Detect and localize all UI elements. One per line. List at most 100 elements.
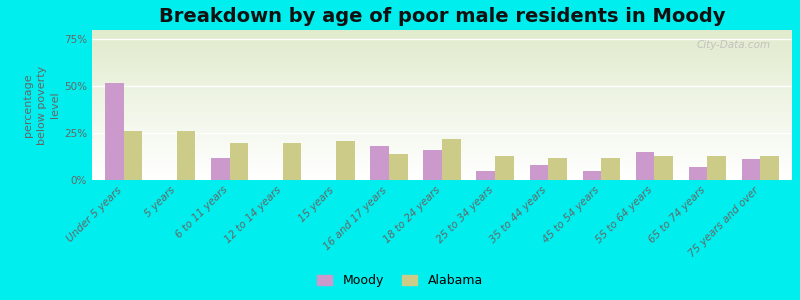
Bar [477, 171, 495, 180]
Bar [92, 179, 792, 180]
Bar [92, 99, 792, 100]
Bar [92, 141, 792, 142]
Bar [92, 172, 792, 173]
Bar [92, 125, 792, 126]
Bar [124, 131, 142, 180]
Bar [92, 127, 792, 128]
Bar [92, 68, 792, 69]
Bar [92, 86, 792, 87]
Bar [92, 36, 792, 37]
Bar [92, 61, 792, 62]
Bar [635, 152, 654, 180]
Bar [92, 78, 792, 79]
Bar [92, 151, 792, 152]
Bar [92, 107, 792, 108]
Bar [92, 169, 792, 170]
Bar [760, 156, 778, 180]
Bar [92, 156, 792, 157]
Bar [689, 167, 707, 180]
Bar [92, 146, 792, 147]
Bar [92, 104, 792, 105]
Bar [92, 154, 792, 155]
Bar [92, 101, 792, 102]
Bar [92, 73, 792, 74]
Bar [92, 79, 792, 80]
Bar [92, 66, 792, 67]
Title: Breakdown by age of poor male residents in Moody: Breakdown by age of poor male residents … [158, 7, 726, 26]
Bar [92, 76, 792, 77]
Bar [92, 131, 792, 132]
Bar [92, 95, 792, 96]
Bar [442, 139, 461, 180]
Bar [582, 171, 601, 180]
Bar [92, 42, 792, 43]
Bar [92, 53, 792, 54]
Bar [92, 144, 792, 145]
Bar [92, 111, 792, 112]
Bar [92, 62, 792, 63]
Bar [92, 126, 792, 127]
Bar [92, 148, 792, 149]
Bar [92, 40, 792, 41]
Bar [92, 102, 792, 103]
Bar [92, 96, 792, 97]
Bar [92, 94, 792, 95]
Bar [336, 141, 354, 180]
Bar [92, 136, 792, 137]
Bar [92, 30, 792, 31]
Bar [92, 50, 792, 51]
Bar [92, 130, 792, 131]
Bar [92, 128, 792, 129]
Bar [92, 98, 792, 99]
Bar [92, 67, 792, 68]
Bar [92, 114, 792, 115]
Bar [92, 35, 792, 36]
Bar [92, 97, 792, 98]
Bar [92, 152, 792, 153]
Bar [92, 118, 792, 119]
Bar [92, 117, 792, 118]
Bar [92, 167, 792, 168]
Bar [92, 109, 792, 110]
Bar [92, 89, 792, 90]
Bar [92, 87, 792, 88]
Bar [92, 74, 792, 75]
Bar [92, 170, 792, 171]
Bar [92, 158, 792, 159]
Bar [92, 147, 792, 148]
Bar [92, 39, 792, 40]
Bar [92, 145, 792, 146]
Bar [92, 64, 792, 65]
Bar [92, 75, 792, 76]
Bar [370, 146, 389, 180]
Bar [495, 156, 514, 180]
Bar [92, 60, 792, 61]
Bar [92, 59, 792, 60]
Bar [92, 112, 792, 113]
Bar [92, 45, 792, 46]
Bar [92, 115, 792, 116]
Bar [92, 103, 792, 104]
Bar [92, 48, 792, 49]
Bar [92, 175, 792, 176]
Bar [92, 164, 792, 165]
Legend: Moody, Alabama: Moody, Alabama [312, 269, 488, 292]
Bar [92, 38, 792, 39]
Text: City-Data.com: City-Data.com [697, 40, 771, 50]
Bar [92, 72, 792, 73]
Bar [92, 93, 792, 94]
Bar [92, 54, 792, 55]
Bar [92, 83, 792, 84]
Bar [707, 156, 726, 180]
Bar [92, 137, 792, 138]
Bar [92, 33, 792, 34]
Bar [92, 168, 792, 169]
Bar [92, 106, 792, 107]
Bar [211, 158, 230, 180]
Bar [92, 119, 792, 120]
Bar [92, 113, 792, 114]
Bar [92, 65, 792, 66]
Bar [92, 34, 792, 35]
Bar [92, 81, 792, 82]
Bar [230, 142, 249, 180]
